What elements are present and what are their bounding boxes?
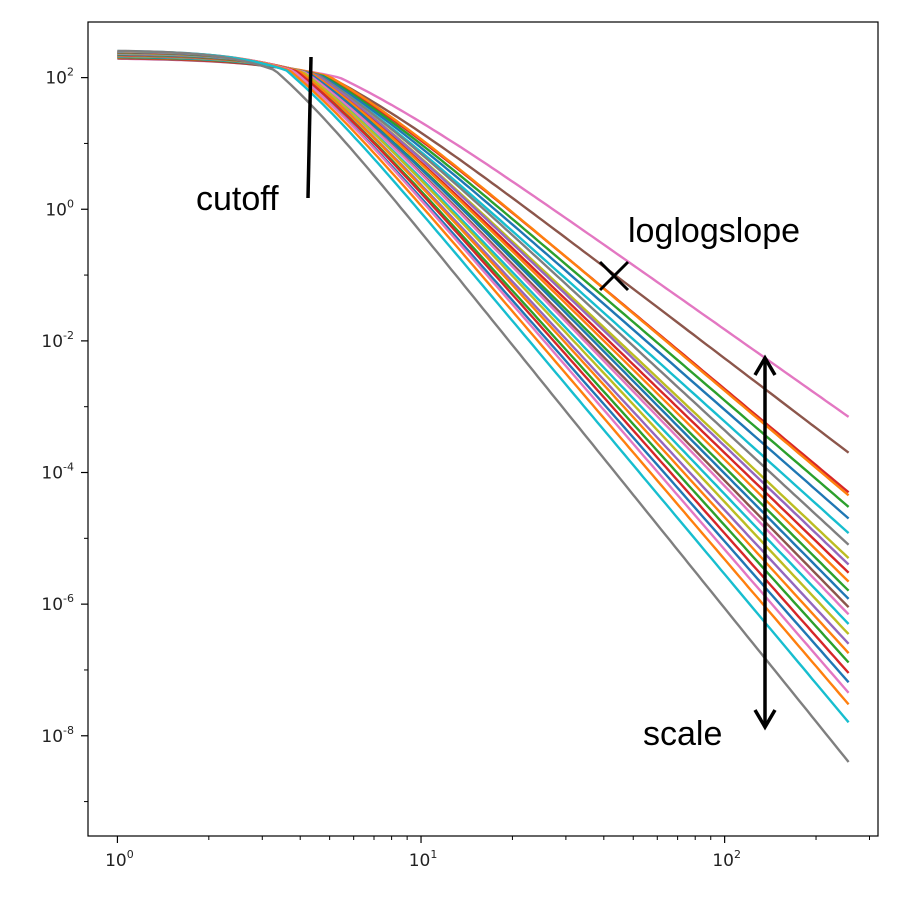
scale-arrow-head-up bbox=[753, 354, 777, 376]
plot-frame bbox=[87, 21, 879, 837]
axis-ticks: 100 101 102 102 100 10-2 10-4 10-6 10-8 bbox=[41, 66, 870, 871]
series-line bbox=[117, 51, 850, 655]
cutoff-marker bbox=[306, 56, 313, 199]
series-line bbox=[117, 52, 850, 635]
series-line bbox=[117, 53, 850, 583]
cutoff-annotation: cutoff bbox=[196, 56, 313, 218]
x-tick-label: 100 bbox=[105, 848, 134, 871]
series-line bbox=[117, 50, 850, 674]
scale-annotation: scale bbox=[643, 354, 777, 753]
series-line bbox=[117, 50, 850, 706]
y-tick-label: 10-8 bbox=[41, 724, 74, 747]
series-line bbox=[117, 56, 850, 494]
series-line bbox=[117, 51, 850, 664]
series-line bbox=[117, 55, 850, 534]
series-line bbox=[117, 51, 850, 645]
scale-label: scale bbox=[643, 715, 722, 753]
cutoff-label: cutoff bbox=[196, 180, 279, 218]
y-tick-label: 100 bbox=[45, 197, 74, 220]
y-tick-label: 10-2 bbox=[41, 329, 74, 352]
series-line bbox=[117, 56, 850, 508]
series-line bbox=[117, 49, 850, 724]
series-line bbox=[117, 57, 850, 454]
series-line bbox=[117, 50, 850, 684]
slope-marker-b bbox=[598, 260, 630, 292]
series-line bbox=[117, 50, 850, 694]
scale-arrow-head-down bbox=[753, 709, 777, 731]
series-line bbox=[117, 55, 850, 546]
series-layer bbox=[117, 49, 850, 763]
x-tick-label: 101 bbox=[409, 848, 438, 871]
series-line bbox=[117, 49, 850, 763]
x-tick-label: 102 bbox=[712, 848, 741, 871]
y-tick-label: 10-6 bbox=[41, 592, 74, 615]
slope-annotation: loglogslope bbox=[598, 212, 800, 292]
y-tick-label: 10-4 bbox=[41, 461, 74, 484]
series-line bbox=[117, 52, 850, 616]
y-tick-label: 102 bbox=[45, 66, 74, 89]
slope-label: loglogslope bbox=[628, 212, 800, 250]
